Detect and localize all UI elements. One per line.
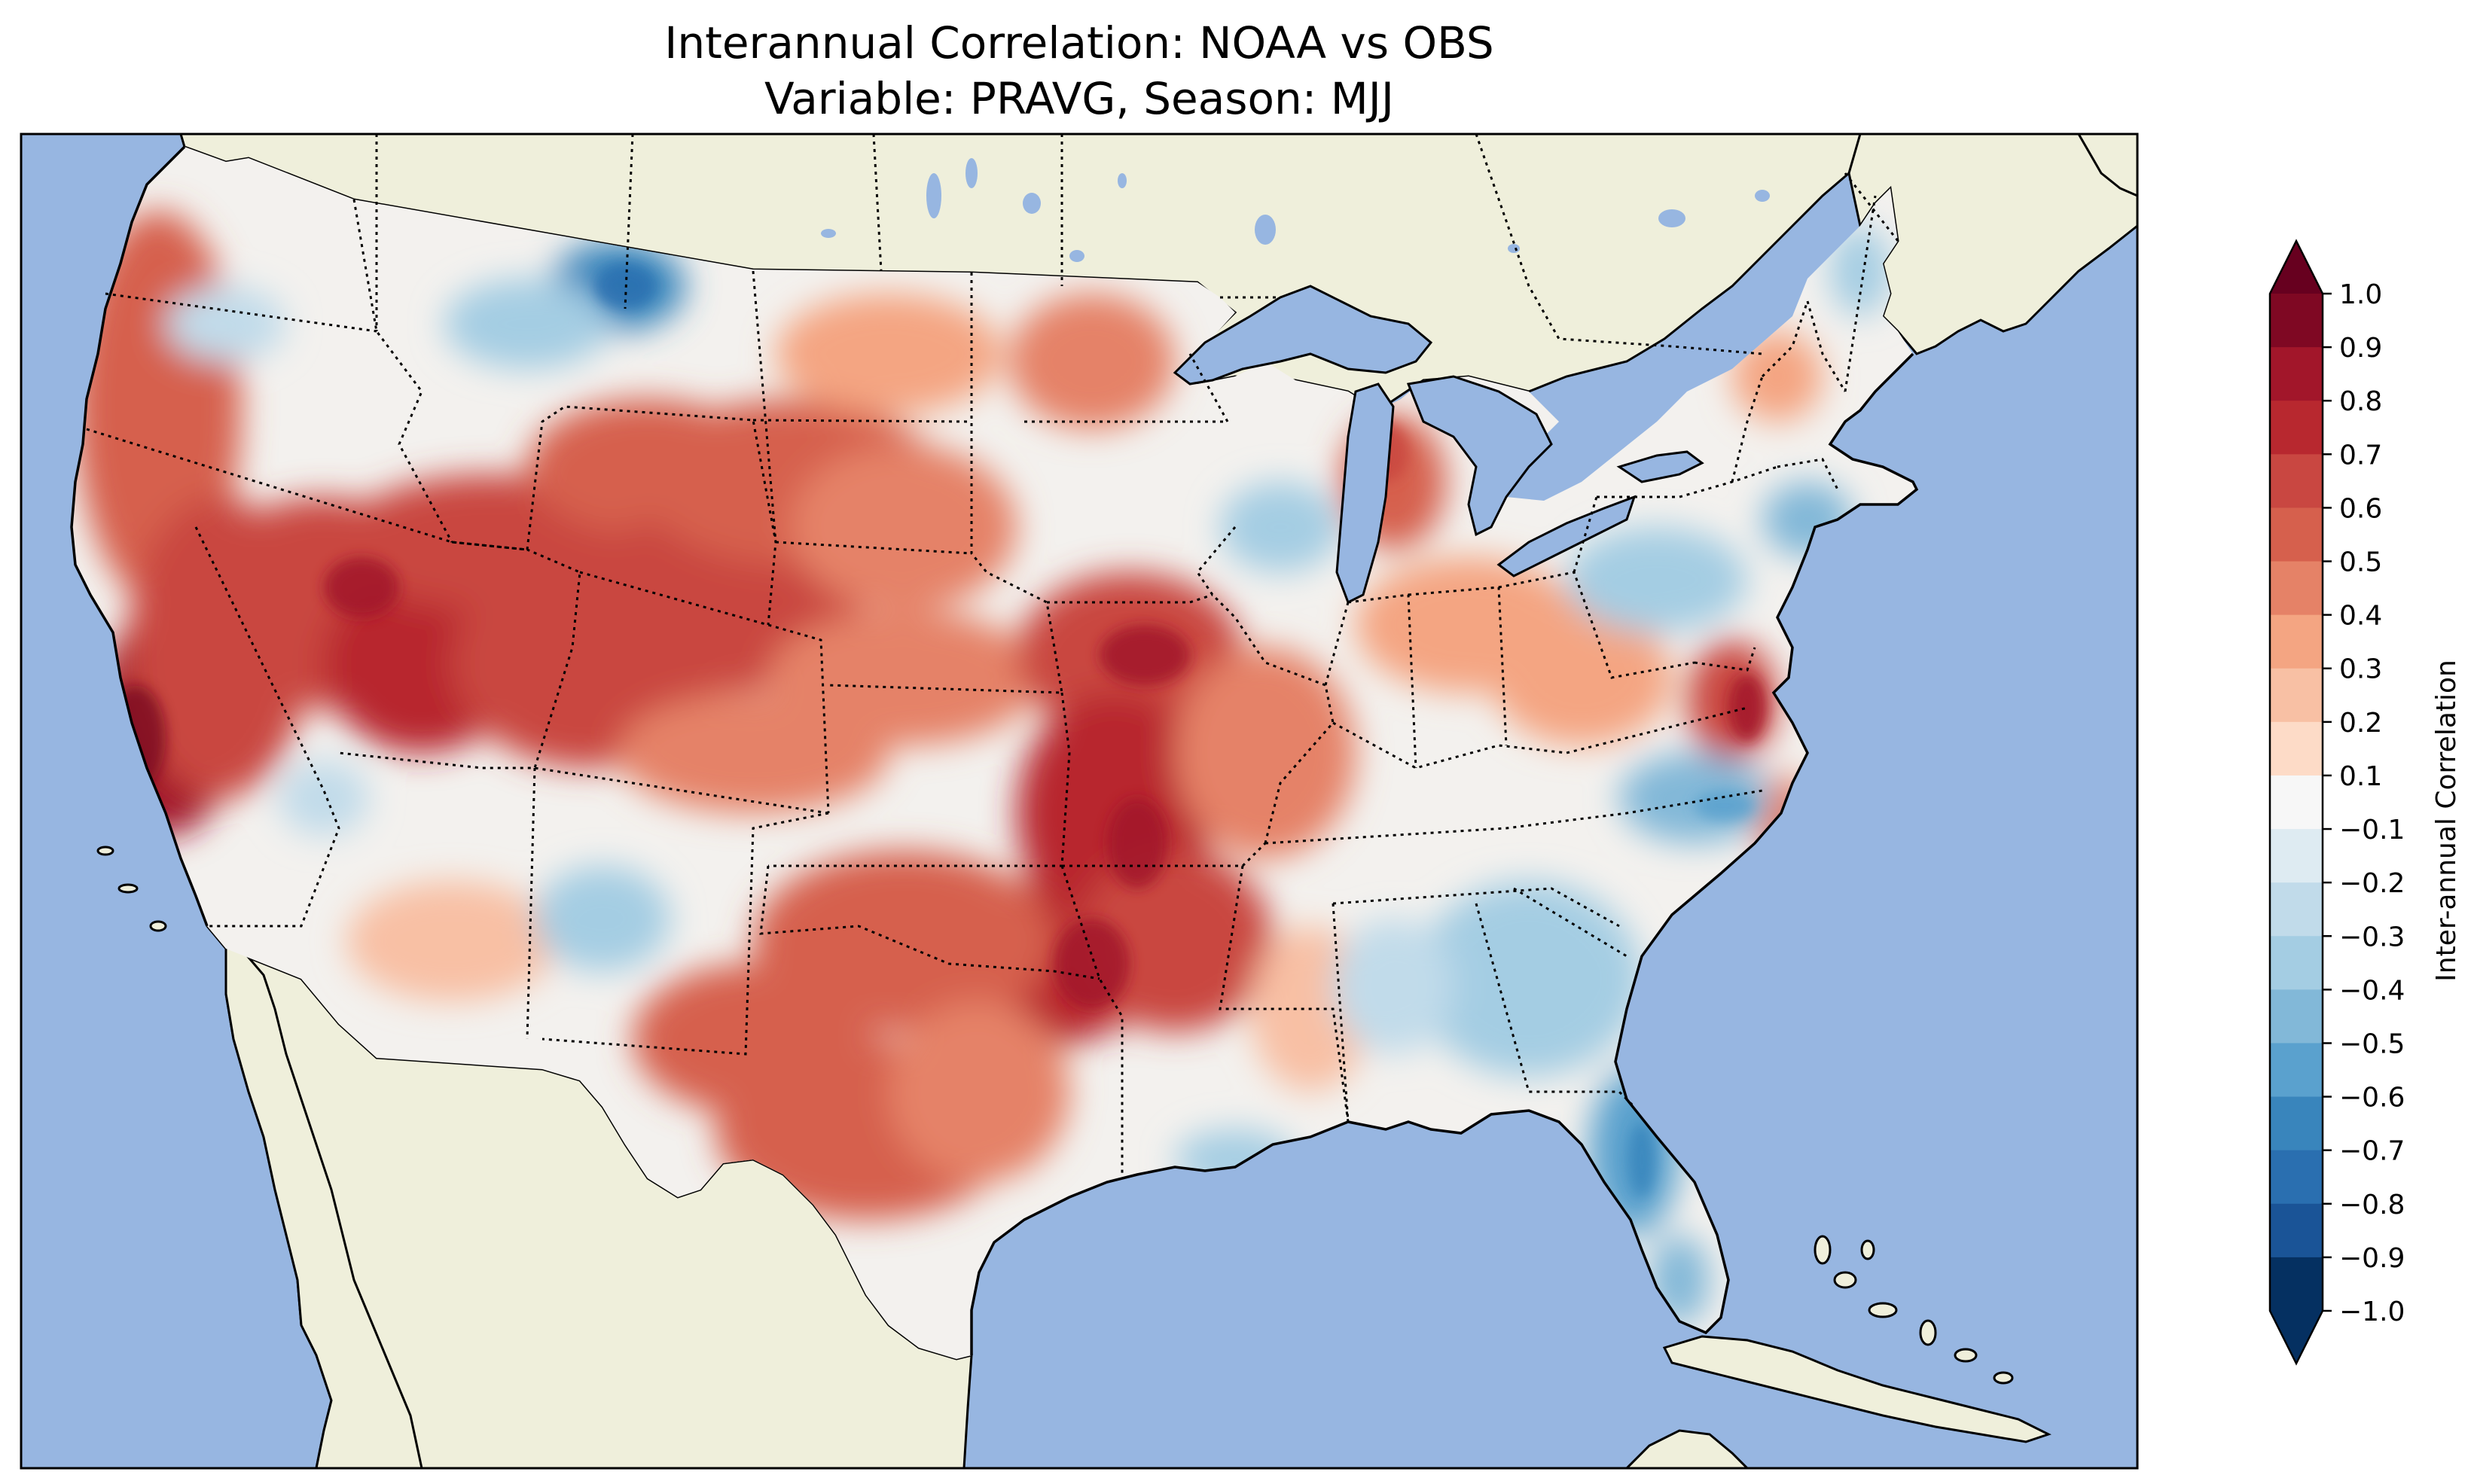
colorbar-band [2270,1043,2323,1098]
colorbar-tick-label: 0.6 [2339,493,2382,524]
colorbar-band [2270,401,2323,455]
colorbar-band [2270,347,2323,401]
colorbar-tick-label: 1.0 [2339,279,2382,310]
colorbar-band [2270,1203,2323,1258]
colorbar-title: Inter-annual Correlation [2431,660,2462,982]
colorbar-band [2270,561,2323,616]
colorbar-tick-label: 0.2 [2339,708,2382,739]
colorbar-tick-label: 0.7 [2339,440,2382,471]
province-borders [375,134,1899,355]
colorbar-band [2270,775,2323,830]
colorbar-extend-min [2270,1311,2323,1364]
colorbar-tick-label: −0.2 [2339,868,2405,899]
colorbar-tick-label: −0.9 [2339,1243,2405,1274]
colorbar-tick-label: −0.5 [2339,1028,2405,1059]
colorbar-band [2270,1150,2323,1205]
colorbar-tick-label: 0.5 [2339,547,2382,578]
newfoundland-land [2077,134,2137,197]
bahamas-islands [1814,1235,2014,1385]
colorbar-band [2270,454,2323,508]
colorbar-band [2270,507,2323,562]
colorbar-tick-label: 0.9 [2339,333,2382,364]
colorbar-tick-label: −0.7 [2339,1136,2405,1167]
great-lakes [1173,285,1704,605]
colorbar-band [2270,1096,2323,1151]
colorbar-band [2270,668,2323,723]
cuba-land [1662,1335,2051,1443]
colorbar-tick-label: −0.8 [2339,1190,2405,1220]
map-frame [20,133,2139,1470]
colorbar-tick-label: 0.4 [2339,601,2382,632]
us-coastline [70,145,1919,1355]
chart-title-line2: Variable: PRAVG, Season: MJJ [764,73,1394,124]
colorbar-band [2270,294,2323,348]
state-borders [86,195,1877,1175]
lake-michigan [1335,382,1395,605]
colorbar-tick-label: 0.8 [2339,386,2382,417]
colorbar-tick-label: −0.3 [2339,922,2405,952]
colorbar-band [2270,721,2323,776]
colorbar-tick-label: 0.3 [2339,654,2382,685]
chart-title-line1: Interannual Correlation: NOAA vs OBS [664,17,1494,69]
colorbar-tick-label: −1.0 [2339,1297,2405,1327]
yucatan-land [1624,1429,1749,1468]
colorbar-tick-label: −0.6 [2339,1083,2405,1114]
colorbar-tick-label: 0.1 [2339,761,2382,792]
colorbar-band [2270,1257,2323,1312]
lake-superior [1173,285,1433,385]
colorbar-band [2270,614,2323,669]
colorbar-band [2270,936,2323,990]
colorbar-extend-max [2270,241,2323,294]
colorbar-tick-label: −0.4 [2339,975,2405,1006]
colorbar-band [2270,882,2323,937]
channel-islands [96,846,167,932]
lake-huron [1406,375,1553,537]
lake-ontario [1616,450,1704,483]
baja-land [206,925,423,1468]
colorbar-band [2270,989,2323,1044]
colorbar-tick-label: −0.1 [2339,815,2405,846]
canada-lakes [821,158,1770,262]
colorbar: 1.0 0.9 0.8 0.7 0.6 0.5 0.4 0.3 0.2 0.1 −0.1 −0.2 −0… [2268,239,2405,1366]
map-panel [21,134,2137,1468]
colorbar-band [2270,829,2323,883]
lake-erie [1496,495,1637,577]
